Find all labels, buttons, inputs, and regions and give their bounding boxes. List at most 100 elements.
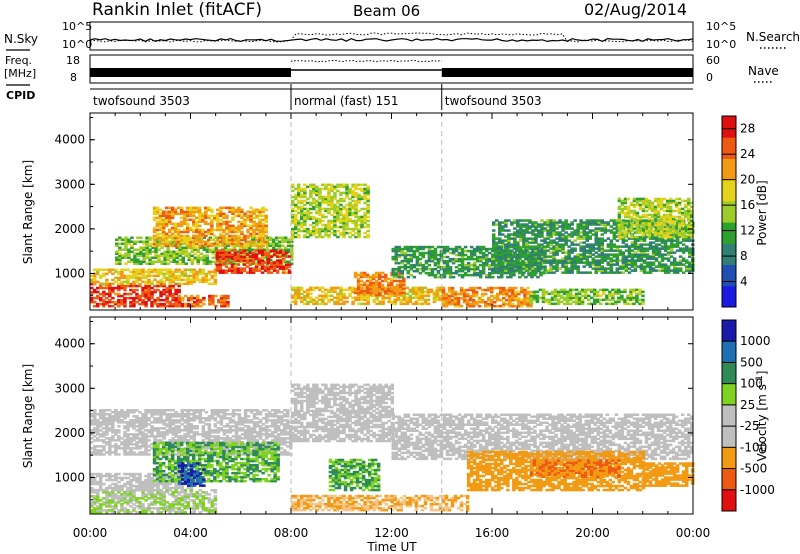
data-cell — [324, 183, 328, 187]
data-cell — [600, 271, 604, 274]
data-cell — [250, 236, 255, 239]
data-cell — [193, 258, 197, 261]
data-cell — [363, 231, 367, 235]
data-cell — [603, 225, 608, 228]
data-cell — [564, 221, 568, 224]
data-cell — [135, 280, 139, 284]
data-cell — [400, 247, 404, 251]
data-cell — [265, 236, 270, 239]
data-cell — [624, 243, 629, 246]
data-cell — [297, 193, 301, 197]
data-cell — [226, 304, 230, 308]
data-cell — [522, 237, 526, 240]
data-cell — [234, 226, 238, 230]
data-cell — [543, 221, 547, 224]
data-cell — [204, 240, 208, 244]
data-cell — [297, 211, 301, 215]
data-cell — [257, 263, 262, 266]
data-cell — [623, 302, 627, 306]
data-cell — [681, 249, 686, 252]
data-cell — [426, 288, 431, 292]
data-cell — [211, 298, 215, 302]
data-cell — [597, 249, 601, 252]
data-cell — [288, 263, 292, 266]
data-cell — [195, 276, 199, 280]
data-cell — [266, 253, 271, 256]
data-cell — [633, 259, 638, 262]
data-cell — [617, 227, 622, 231]
data-cell — [324, 231, 328, 235]
data-cell — [96, 302, 100, 306]
data-cell — [498, 223, 502, 226]
data-cell — [312, 227, 316, 231]
data-cell — [617, 231, 622, 235]
data-cell — [368, 285, 373, 289]
data-cell — [406, 259, 411, 263]
data-cell — [600, 239, 604, 242]
data-cell — [445, 269, 450, 273]
data-cell — [381, 298, 385, 302]
data-cell — [226, 302, 230, 306]
data-cell — [632, 298, 636, 302]
data-cell — [219, 206, 223, 210]
data-cell — [186, 210, 190, 214]
data-cell — [127, 250, 131, 253]
data-cell — [357, 235, 361, 239]
data-cell — [552, 231, 556, 234]
data-cell — [552, 267, 556, 270]
data-cell — [597, 265, 601, 268]
data-cell — [189, 274, 193, 278]
data-cell — [102, 274, 106, 278]
data-cell — [345, 195, 349, 199]
data-cell — [133, 254, 137, 257]
data-cell — [588, 251, 592, 254]
data-cell — [356, 281, 361, 285]
data-cell — [597, 247, 601, 250]
data-cell — [627, 259, 632, 262]
data-cell — [537, 243, 541, 246]
data-cell — [400, 275, 404, 279]
data-cell — [132, 282, 136, 286]
data-cell — [402, 279, 406, 283]
data-cell — [130, 244, 134, 247]
data-cell — [243, 236, 247, 240]
data-cell — [615, 259, 620, 262]
data-cell — [509, 275, 513, 279]
data-cell — [165, 290, 169, 294]
data-cell — [621, 265, 626, 268]
data-cell — [641, 290, 645, 294]
data-cell — [330, 294, 334, 298]
data-cell — [207, 272, 212, 276]
data-cell — [403, 265, 408, 269]
data-cell — [672, 259, 677, 262]
data-cell — [393, 300, 397, 304]
data-cell — [303, 189, 307, 193]
data-cell — [315, 185, 319, 189]
data-cell — [528, 227, 532, 230]
data-cell — [251, 255, 256, 258]
data-cell — [623, 219, 628, 223]
data-cell — [231, 208, 235, 212]
data-cell — [300, 209, 304, 213]
data-cell — [148, 244, 152, 247]
data-cell — [351, 183, 355, 187]
data-cell — [567, 245, 571, 248]
data-cell — [165, 296, 169, 300]
data-cell — [639, 237, 644, 240]
data-cell — [290, 252, 294, 255]
data-cell — [168, 290, 172, 294]
data-cell — [654, 269, 659, 272]
data-cell — [550, 298, 555, 302]
data-cell — [309, 231, 313, 235]
data-cell — [588, 255, 592, 258]
data-cell — [193, 296, 197, 300]
data-cell — [475, 247, 480, 251]
data-cell — [603, 249, 608, 252]
data-cell — [393, 302, 397, 306]
data-cell — [654, 253, 659, 256]
data-cell — [330, 225, 334, 229]
data-cell — [172, 258, 176, 261]
data-cell — [617, 225, 622, 229]
data-cell — [231, 226, 235, 230]
